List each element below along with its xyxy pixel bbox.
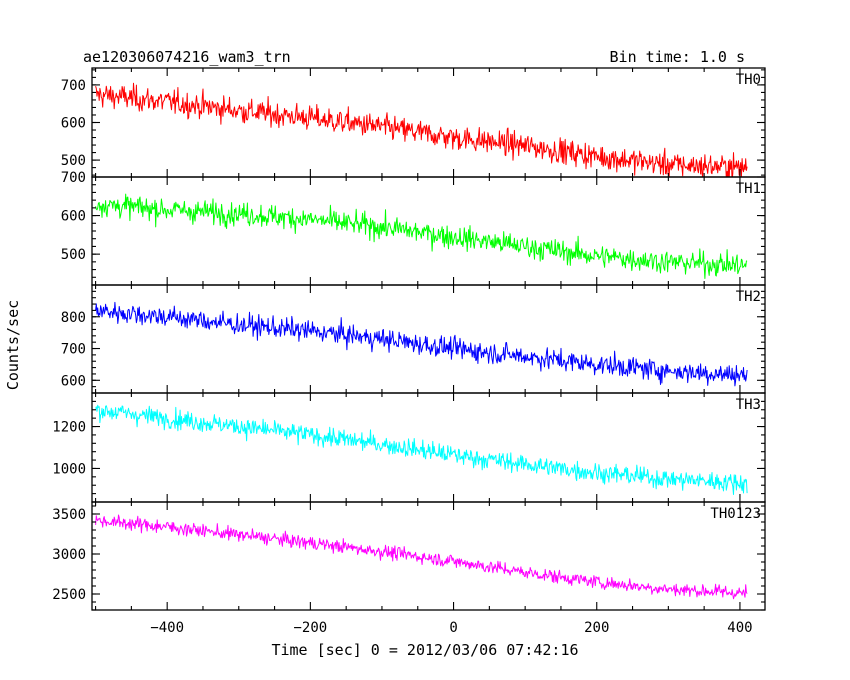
y-tick-label: 500 bbox=[61, 247, 86, 263]
y-tick-label: 3500 bbox=[52, 507, 86, 523]
y-tick-label: 600 bbox=[61, 116, 86, 132]
x-axis-label: Time [sec] 0 = 2012/03/06 07:42:16 bbox=[271, 641, 578, 659]
bin-time-label: Bin time: 1.0 s bbox=[610, 48, 745, 66]
panel-th3: 1000 1200 TH3 bbox=[52, 392, 766, 503]
x-tick-label: −400 bbox=[150, 620, 184, 636]
trace-th3 bbox=[95, 404, 748, 495]
y-tick-label: 1200 bbox=[52, 420, 86, 436]
y-tick-label: 600 bbox=[61, 209, 86, 225]
panel-th0: 500 600 700 TH0 bbox=[61, 67, 766, 178]
panel-frame bbox=[91, 501, 766, 611]
y-tick-label: 800 bbox=[61, 310, 86, 326]
y-tick-label: 3000 bbox=[52, 547, 86, 563]
x-axis: −400 −200 0 200 400 bbox=[150, 620, 752, 636]
panel-th1: 500 600 700 TH1 bbox=[61, 170, 766, 286]
x-tick-label: 200 bbox=[584, 620, 609, 636]
panel-label-th2: TH2 bbox=[736, 289, 761, 305]
trace-th2 bbox=[95, 301, 748, 387]
panel-label-th0123: TH0123 bbox=[710, 506, 761, 522]
x-tick-label: 0 bbox=[449, 620, 457, 636]
panel-label-th1: TH1 bbox=[736, 181, 761, 197]
panel-label-th3: TH3 bbox=[736, 397, 761, 413]
y-tick-label: 700 bbox=[61, 78, 86, 94]
panel-frame bbox=[91, 284, 766, 394]
y-tick-label: 600 bbox=[61, 373, 86, 389]
y-tick-label: 500 bbox=[61, 153, 86, 169]
y-tick-label: 700 bbox=[61, 170, 86, 186]
y-axis-label: Counts/sec bbox=[4, 300, 22, 390]
panel-label-th0: TH0 bbox=[736, 72, 761, 88]
trace-th0123 bbox=[95, 514, 748, 600]
y-tick-label: 1000 bbox=[52, 461, 86, 477]
panels-group: 500 600 700 TH0 500 600 700 TH1 600 700 800 TH2 1000… bbox=[52, 67, 766, 611]
y-tick-label: 2500 bbox=[52, 587, 86, 603]
x-tick-label: 400 bbox=[727, 620, 752, 636]
chart-title: ae120306074216_wam3_trn bbox=[83, 48, 291, 66]
y-tick-label: 700 bbox=[61, 342, 86, 358]
panel-th0123: 2500 3000 3500 TH0123 bbox=[52, 501, 766, 611]
trace-th1 bbox=[95, 193, 748, 279]
trace-th0 bbox=[95, 82, 748, 177]
panel-th2: 600 700 800 TH2 bbox=[61, 284, 766, 394]
x-tick-label: −200 bbox=[294, 620, 328, 636]
